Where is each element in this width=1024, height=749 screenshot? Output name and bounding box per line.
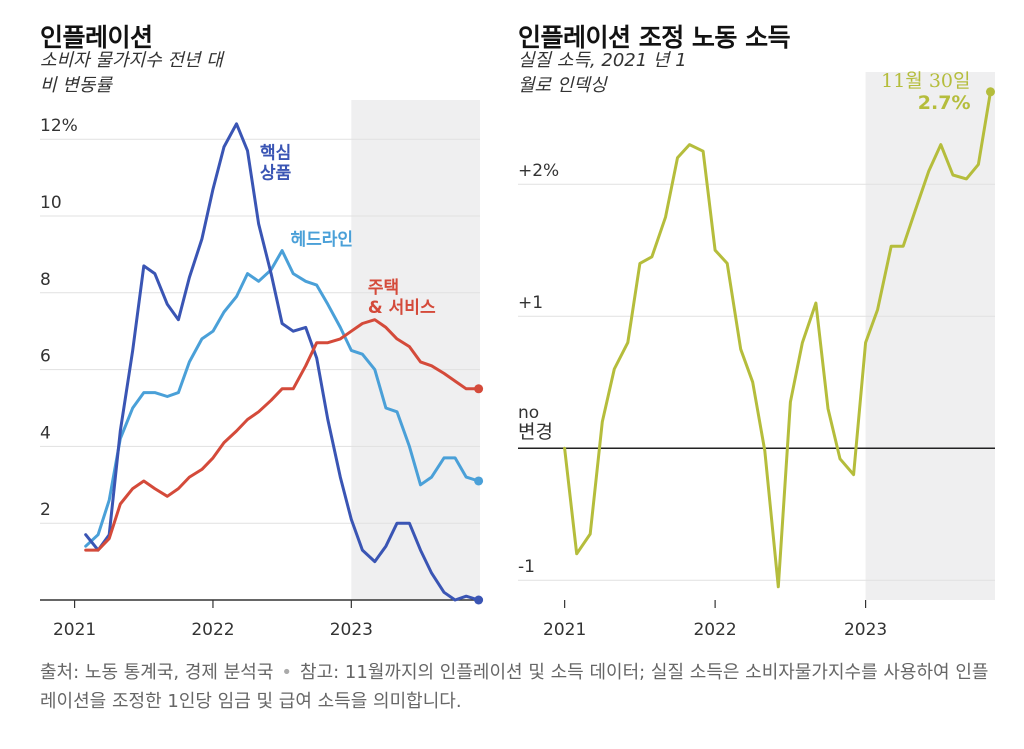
footer-note: 출처: 노동 통계국, 경제 분석국 • 참고: 11월까지의 인플레이션 및 소득… xyxy=(40,658,1000,716)
right-chart-subtitle: 실질 소득, 2021 년 1 월로 인덱싱 xyxy=(518,48,687,98)
left-series-line-2 xyxy=(84,318,481,552)
left-y-tick-label: 8 xyxy=(40,270,51,290)
right-shaded-region xyxy=(865,72,995,600)
left-shaded-region xyxy=(351,100,480,600)
left-series-line-1 xyxy=(84,122,481,602)
left-series-end-point-2 xyxy=(474,384,484,394)
left-chart-title: 인플레이션 xyxy=(40,23,153,52)
left-y-tick-label: 4 xyxy=(40,423,51,443)
left-series-end-point-1 xyxy=(474,595,484,605)
left-y-tick-label: 10 xyxy=(40,193,62,213)
left-y-tick-label: 2 xyxy=(40,500,51,520)
right-y-tick-label: +1 xyxy=(518,293,543,313)
left-subtitle-line-1: 소비자 물가지수 전년 대 xyxy=(40,50,223,71)
left-x-tick-label: 2022 xyxy=(191,620,234,640)
right-chart-title: 인플레이션 조정 노동 소득 xyxy=(518,23,791,52)
left-series-label-2: & 서비스 xyxy=(368,298,436,318)
right-y-tick-label: +2% xyxy=(518,161,559,181)
right-x-tick-label: 2023 xyxy=(844,620,887,640)
left-series-label-1: 핵심 xyxy=(260,143,291,163)
annotation-date: 11월 30일 xyxy=(881,70,970,92)
right-subtitle-line-2: 월로 인덱싱 xyxy=(518,75,607,96)
left-series-label-0: 헤드라인 xyxy=(290,230,353,250)
annotation-value: 2.7% xyxy=(918,92,971,114)
right-y-tick-label: -1 xyxy=(518,557,535,577)
right-subtitle-line-1: 실질 소득, 2021 년 1 xyxy=(518,50,687,71)
left-x-tick-label: 2021 xyxy=(53,620,96,640)
left-series-label-1: 상품 xyxy=(260,163,292,183)
right-zero-label-line-1: no xyxy=(518,403,539,423)
left-x-tick-label: 2023 xyxy=(330,620,373,640)
right-series-line-0 xyxy=(563,90,992,589)
left-series-end-point-0 xyxy=(474,476,484,486)
right-zero-label-line-2: 변경 xyxy=(518,421,553,443)
left-y-tick-label: 12% xyxy=(40,116,78,136)
left-chart-subtitle: 소비자 물가지수 전년 대 비 변동률 xyxy=(40,48,223,98)
footer-source: 출처: 노동 통계국, 경제 분석국 xyxy=(40,662,274,683)
right-series-end-point-0 xyxy=(985,87,995,97)
right-x-tick-label: 2022 xyxy=(693,620,736,640)
left-subtitle-line-2: 비 변동률 xyxy=(40,75,112,96)
right-x-tick-label: 2021 xyxy=(543,620,586,640)
footer-separator: • xyxy=(281,662,293,683)
left-series-label-2: 주택 xyxy=(368,278,399,298)
left-y-tick-label: 6 xyxy=(40,347,51,367)
left-series-line-0 xyxy=(84,249,481,548)
footer-note-text: 참고: 11월까지의 인플레이션 및 소득 데이터; 실질 소득은 소비자물가지… xyxy=(40,662,989,712)
